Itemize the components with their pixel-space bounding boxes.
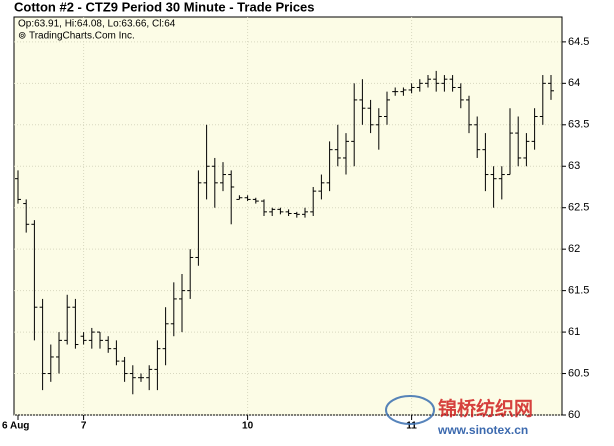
- y-tick-label: 62: [568, 243, 580, 255]
- x-tick-label: 11: [406, 421, 417, 432]
- y-tick-label: 63.5: [568, 119, 589, 131]
- credit: ⊚ TradingCharts.Com Inc.: [18, 31, 135, 42]
- plot-area: [13, 16, 563, 416]
- y-tick-label: 61: [568, 326, 580, 338]
- x-tick-label: 10: [242, 421, 254, 432]
- watermark-logo: [385, 395, 435, 425]
- watermark-name: 锦桥纺织网: [438, 397, 533, 420]
- y-tick-label: 63: [568, 160, 580, 172]
- y-tick-label: 60.5: [568, 367, 589, 379]
- chart-title: Cotton #2 - CTZ9 Period 30 Minute - Trad…: [14, 0, 315, 14]
- subtitle: Op:63.91, Hi:64.08, Lo:63.66, Cl:64: [18, 19, 176, 30]
- x-tick-label: 6 Aug: [2, 421, 29, 432]
- y-tick-label: 64: [568, 77, 580, 89]
- watermark-url: www.sinotex.cn: [437, 423, 528, 437]
- x-tick-label: 7: [81, 421, 87, 432]
- y-tick-label: 60: [568, 409, 580, 421]
- y-tick-label: 61.5: [568, 285, 589, 297]
- watermark: 锦桥纺织网 www.sinotex.cn: [385, 395, 533, 437]
- y-tick-label: 64.5: [568, 36, 589, 48]
- y-tick-label: 62.5: [568, 202, 589, 214]
